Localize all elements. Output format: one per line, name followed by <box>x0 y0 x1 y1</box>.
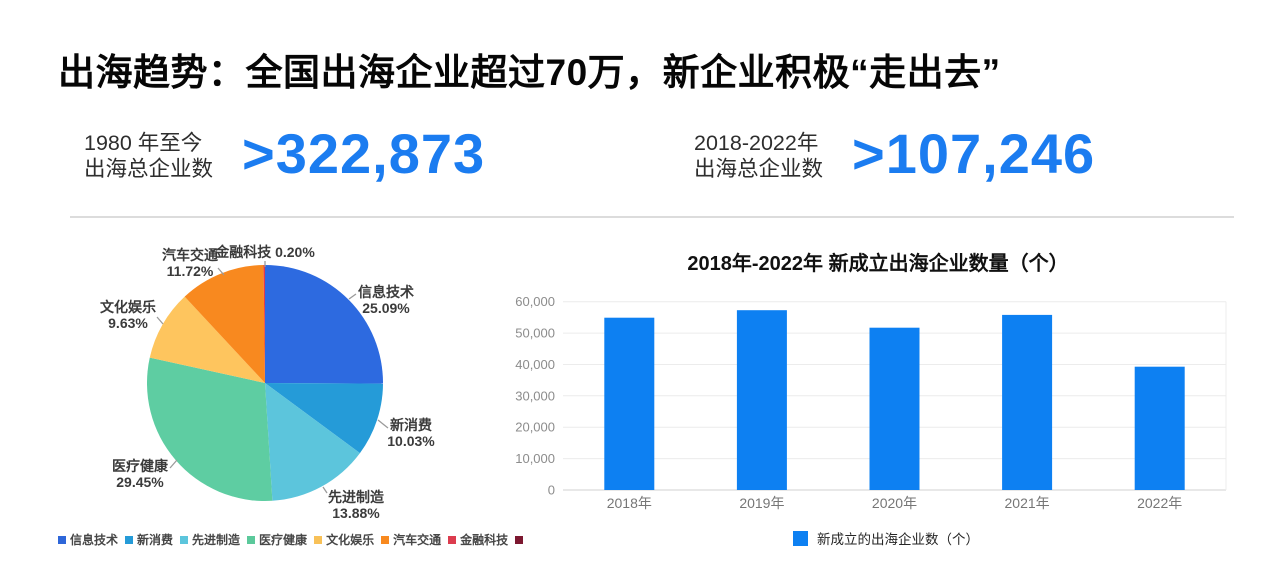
pie-slice-label-5: 汽车交通 11.72% <box>162 247 218 279</box>
pie-legend-item-3: 医疗健康 <box>247 531 307 548</box>
bar-2021年 <box>1002 314 1053 490</box>
pie-legend-swatch-3 <box>247 535 256 544</box>
bar-chart-svg: 0 10,000 20,000 30,000 40,000 50,000 60,000 201… <box>515 294 1227 511</box>
pie-leader-line-5 <box>217 267 225 276</box>
bar-legend-label: 新成立的出海企业数（个） <box>817 532 979 547</box>
pie-legend: 信息技术 新消费 先进制造 医疗健康 文化娱乐 汽车交通 金融科技 <box>58 531 524 548</box>
bar-2018年 <box>604 317 655 490</box>
pie-leader-line-3 <box>169 459 178 469</box>
pie-leader-line-4 <box>156 316 164 325</box>
pie-slice-0 <box>265 265 384 384</box>
bar-2022年 <box>1134 366 1185 490</box>
bar-chart-legend: 新成立的出海企业数（个） <box>793 528 979 548</box>
pie-legend-label-1: 新消费 <box>137 533 174 547</box>
y-tick-label-5: 50,000 <box>515 326 555 341</box>
pie-legend-label-3: 医疗健康 <box>259 533 308 547</box>
bar-2020年 <box>869 327 920 490</box>
pie-legend-item-4: 文化娱乐 <box>314 531 374 548</box>
pie-legend-item-0: 信息技术 <box>58 531 118 548</box>
pie-legend-label-0: 信息技术 <box>70 533 119 547</box>
pie-legend-item-5: 汽车交通 <box>381 531 441 548</box>
pie-legend-swatch-1 <box>125 535 134 544</box>
pie-legend-item-1: 新消费 <box>125 531 173 548</box>
pie-legend-swatch-5 <box>381 535 390 544</box>
pie-slice-1 <box>265 383 383 454</box>
y-tick-label-1: 10,000 <box>515 451 555 466</box>
pie-slice-label-2: 先进制造 13.88% <box>328 489 384 521</box>
stat-2018-2022-label-line2: 出海总企业数 <box>694 157 824 181</box>
stat-since-1980-label-line2: 出海总企业数 <box>84 157 214 181</box>
pie-leader-line-1 <box>377 419 389 429</box>
stat-since-1980-value: >322,873 <box>242 122 486 185</box>
pie-slice-label-4: 文化娱乐 9.63% <box>100 299 156 331</box>
pie-slice-4 <box>149 296 265 383</box>
x-axis-label-2019年: 2019年 <box>739 495 784 511</box>
y-tick-label-2: 20,000 <box>515 420 555 435</box>
pie-slice-3 <box>146 357 273 502</box>
pie-legend-swatch-7 <box>515 535 524 544</box>
bar-2019年 <box>736 310 787 490</box>
pie-slice-5 <box>184 265 265 383</box>
pie-legend-label-2: 先进制造 <box>192 533 241 547</box>
pie-chart-svg <box>146 261 389 502</box>
pie-legend-swatch-0 <box>58 535 66 544</box>
bar-legend-swatch <box>793 530 808 546</box>
pie-slice-label-0: 信息技术 25.09% <box>358 284 414 316</box>
pie-legend-item-7 <box>515 535 524 544</box>
pie-slice-label-1: 新消费 10.03% <box>387 417 435 449</box>
x-axis-label-2022年: 2022年 <box>1137 495 1182 511</box>
stat-since-1980-label-line1: 1980 年至今 <box>84 131 203 155</box>
pie-legend-item-2: 先进制造 <box>180 531 240 548</box>
pie-legend-swatch-6 <box>448 535 457 544</box>
pie-legend-label-6: 金融科技 <box>460 533 509 547</box>
pie-chart-panel: 信息技术 25.09% 新消费 10.03% 先进制造 13.88% 医疗健康 29.45% 文… <box>0 228 500 534</box>
pie-slice-label-6: 金融科技 0.20% <box>215 244 315 260</box>
pie-leader-line-2 <box>322 486 328 494</box>
stat-since-1980-label: 1980 年至今 出海总企业数 <box>84 130 213 182</box>
stat-2018-2022-label-line1: 2018-2022年 <box>694 131 819 155</box>
stat-2018-2022-value: >107,246 <box>852 122 1096 185</box>
y-tick-label-0: 0 <box>548 483 555 498</box>
divider <box>70 216 1234 218</box>
x-axis-label-2018年: 2018年 <box>607 495 652 511</box>
x-axis-label-2021年: 2021年 <box>1005 495 1050 511</box>
bar-chart-title: 2018年-2022年 新成立出海企业数量（个） <box>687 253 1069 275</box>
y-tick-label-4: 40,000 <box>515 357 555 372</box>
pie-slice-2 <box>265 383 360 501</box>
pie-legend-swatch-4 <box>314 535 323 544</box>
pie-legend-item-6: 金融科技 <box>448 531 508 548</box>
pie-legend-label-4: 文化娱乐 <box>326 533 375 547</box>
pie-slice-6 <box>263 265 265 383</box>
y-tick-label-3: 30,000 <box>515 388 555 403</box>
x-axis-label-2020年: 2020年 <box>872 495 917 511</box>
stat-2018-2022-label: 2018-2022年 出海总企业数 <box>694 130 823 182</box>
page-title: 出海趋势：全国出海企业超过70万，新企业积极“走出去” <box>58 52 1001 93</box>
pie-legend-label-5: 汽车交通 <box>393 533 442 547</box>
y-tick-label-6: 60,000 <box>515 294 555 309</box>
pie-leader-line-0 <box>348 293 357 300</box>
pie-legend-swatch-2 <box>180 535 189 544</box>
pie-slice-label-3: 医疗健康 29.45% <box>112 458 168 490</box>
